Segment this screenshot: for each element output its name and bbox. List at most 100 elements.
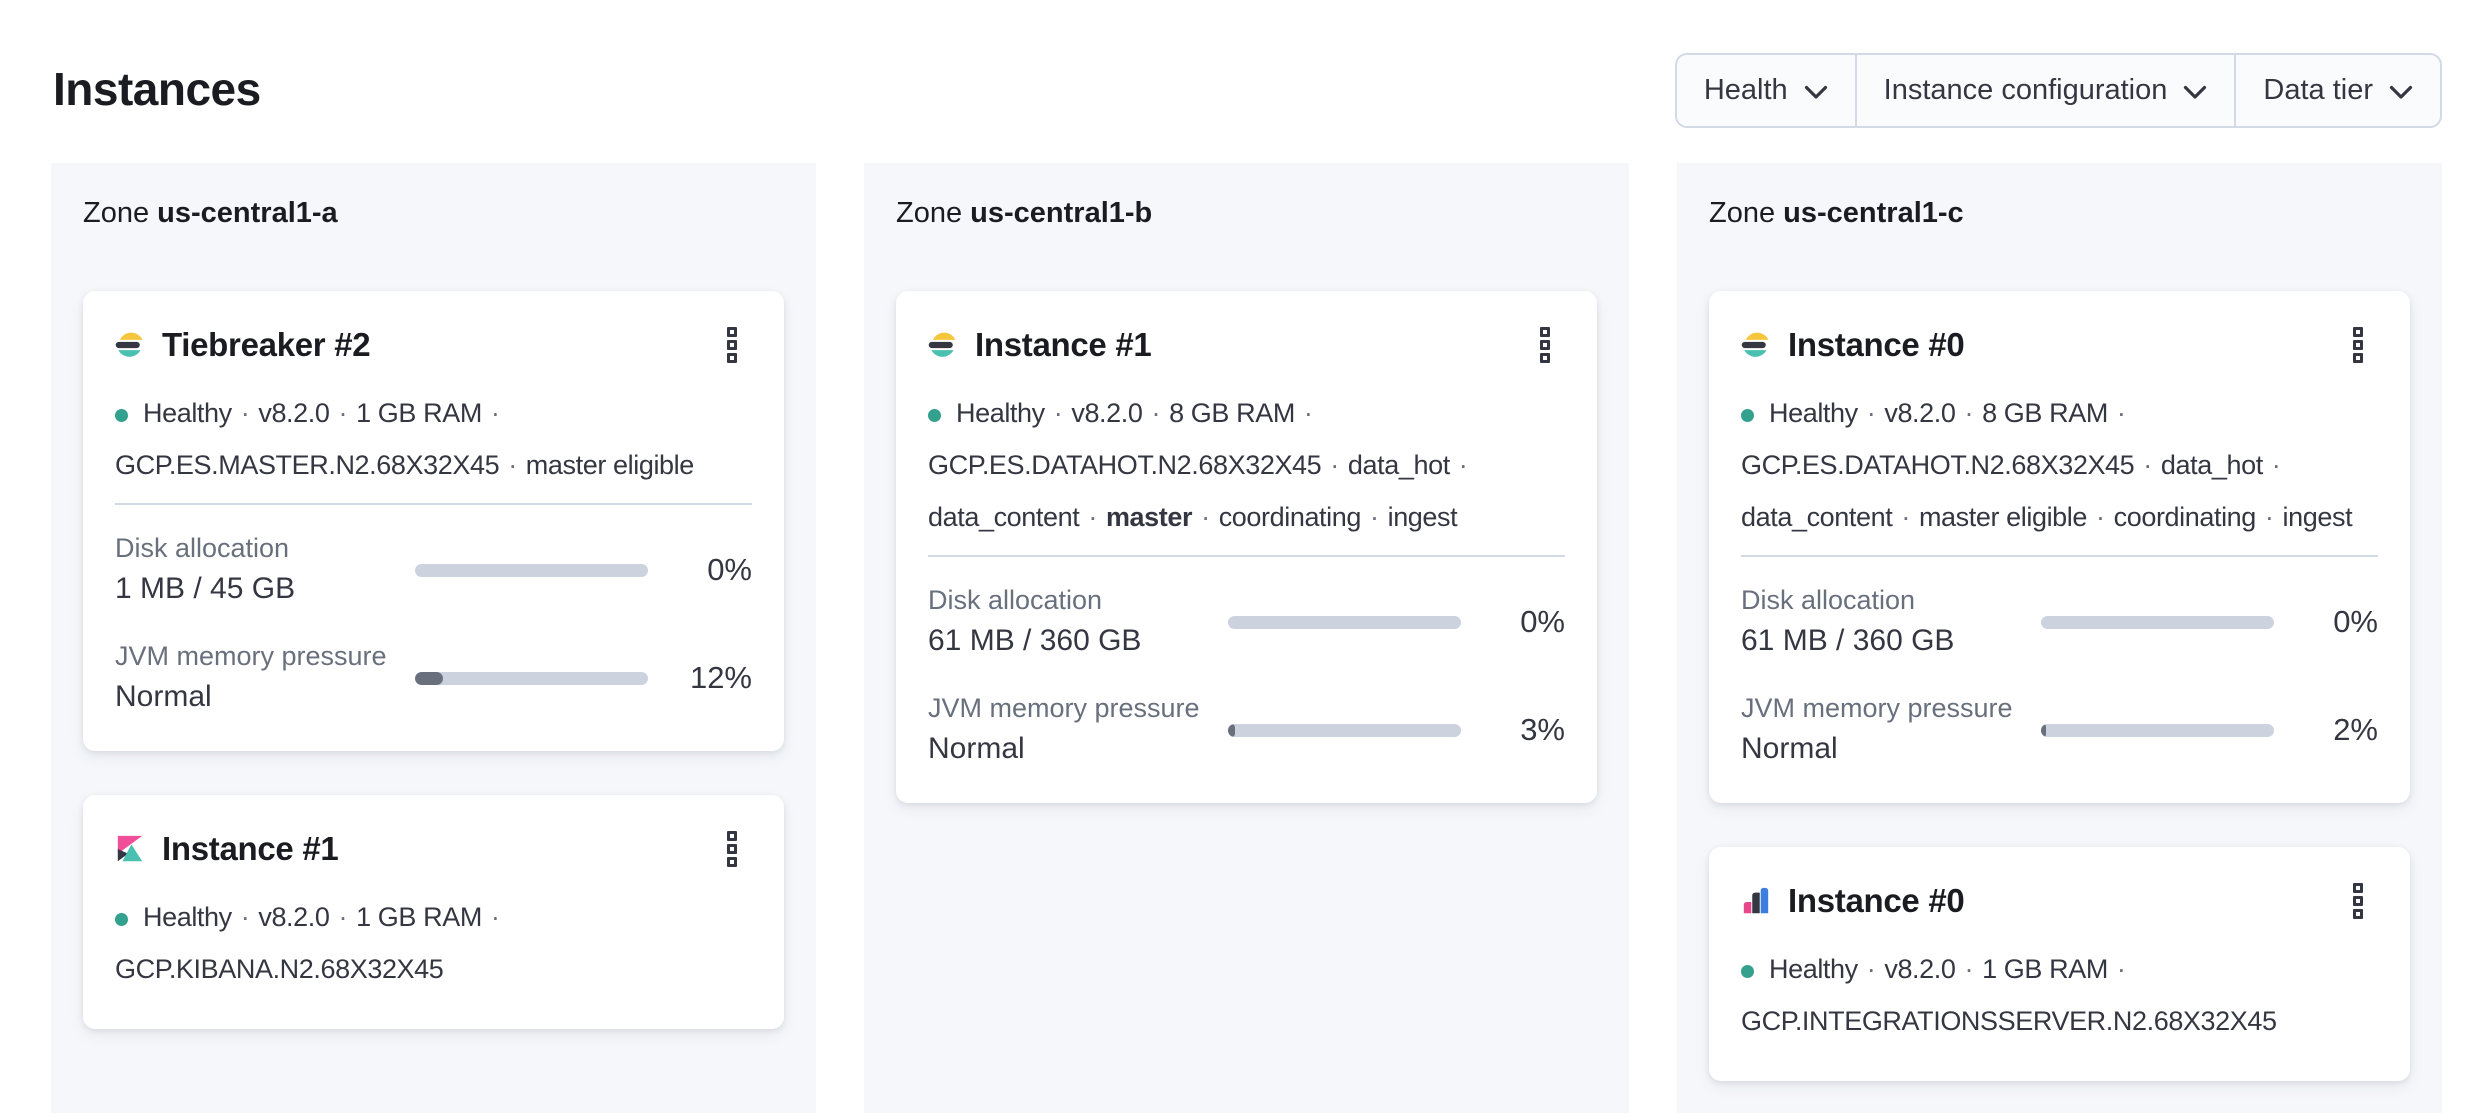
zone-panel-us-central1-b: Zone us-central1-b Instance #1 Healthy · v8.…: [864, 163, 1629, 1113]
dot-separator: ·: [1053, 398, 1063, 428]
disk-allocation-metric: Disk allocation 61 MB / 360 GB 0%: [928, 583, 1565, 661]
instance-meta-line: Healthy · v8.2.0 · 8 GB RAM ·: [928, 387, 1565, 439]
dot-separator: ·: [1151, 398, 1161, 428]
dot-separator: ·: [1201, 502, 1210, 532]
meta-segment: ingest: [1387, 502, 1458, 532]
meta-segment: coordinating: [1218, 502, 1362, 532]
card-divider: [115, 503, 752, 505]
filter-button-instance-configuration-label: Instance configuration: [1883, 74, 2168, 106]
dot-separator: ·: [490, 398, 500, 428]
metric-label: JVM memory pressure: [1741, 693, 2013, 723]
instance-title: Instance #1: [162, 830, 339, 867]
metric-value: Normal: [115, 680, 212, 713]
instance-card-header: Tiebreaker #2: [115, 323, 752, 367]
jvm-memory-pressure-metric: JVM memory pressure Normal 3%: [928, 691, 1565, 769]
instance-card: Instance #1 Healthy · v8.2.0 · 8 GB RAM · GCP.E…: [896, 291, 1597, 803]
meta-segment: GCP.ES.MASTER.N2.68X32X45: [115, 450, 500, 480]
card-divider: [1741, 555, 2378, 557]
instance-card-header: Instance #0: [1741, 323, 2378, 367]
kebab-icon-dot: [727, 340, 737, 350]
kebab-icon-dot: [2353, 883, 2363, 893]
metric-percent: 0%: [1520, 604, 1565, 639]
page-title: Instances: [53, 63, 261, 115]
dot-separator: ·: [2264, 502, 2274, 532]
meta-segment: 1 GB RAM: [356, 902, 482, 932]
instance-menu-button[interactable]: [2338, 323, 2378, 367]
meta-segment: 8 GB RAM: [1982, 398, 2108, 428]
filter-group: Health Instance configuration Data tier: [1674, 53, 2442, 128]
kebab-icon-dot: [727, 831, 737, 841]
instance-meta-line: GCP.ES.DATAHOT.N2.68X32X45 · data_hot ·: [1741, 439, 2378, 491]
kebab-icon-dot: [727, 327, 737, 337]
instance-menu-button[interactable]: [712, 827, 752, 871]
dot-separator: ·: [1866, 954, 1876, 984]
dot-separator: ·: [2143, 450, 2152, 480]
meta-segment: master eligible: [1918, 502, 2088, 532]
instance-meta-line: Healthy · v8.2.0 · 1 GB RAM ·: [115, 891, 752, 943]
elasticsearch-logo-icon: [115, 330, 145, 360]
zone-header: Zone us-central1-c: [1709, 195, 2410, 231]
metric-label: Disk allocation: [928, 585, 1103, 615]
kibana-logo-icon: [115, 834, 145, 864]
meta-segment: v8.2.0: [258, 398, 330, 428]
kebab-icon-dot: [727, 844, 737, 854]
metric-text-block: Disk allocation 61 MB / 360 GB: [928, 583, 1228, 661]
instance-menu-button[interactable]: [1525, 323, 1565, 367]
instance-menu-button[interactable]: [712, 323, 752, 367]
kebab-icon-dot: [2353, 896, 2363, 906]
metric-percent: 0%: [707, 552, 752, 587]
health-status-text: Healthy: [143, 902, 232, 932]
instance-meta-line: Healthy · v8.2.0 · 1 GB RAM ·: [1741, 943, 2378, 995]
dot-separator: ·: [1330, 450, 1339, 480]
health-status-text: Healthy: [143, 398, 232, 428]
meta-segment: 1 GB RAM: [1982, 954, 2108, 984]
integrations-server-logo-icon: [1741, 886, 1771, 916]
health-status-dot: [115, 409, 128, 422]
kebab-icon-dot: [1540, 353, 1550, 363]
topbar: Instances Health Instance configuration …: [51, 0, 2442, 128]
zone-panel-us-central1-a: Zone us-central1-a Tiebreaker #2 Healthy · v…: [51, 163, 816, 1113]
elasticsearch-logo-icon: [1741, 330, 1771, 360]
dot-separator: ·: [508, 450, 517, 480]
meta-segment: v8.2.0: [1884, 398, 1956, 428]
filter-button-instance-configuration[interactable]: Instance configuration: [1857, 55, 2237, 126]
instance-card-header: Instance #1: [115, 827, 752, 871]
dot-separator: ·: [2271, 450, 2281, 480]
meta-segment: ingest: [2282, 502, 2353, 532]
instance-meta: Healthy · v8.2.0 · 1 GB RAM · GCP.INTEGRATIONS…: [1741, 943, 2378, 1047]
zone-name: us-central1-c: [1783, 197, 1964, 229]
disk-allocation-metric: Disk allocation 61 MB / 360 GB 0%: [1741, 583, 2378, 661]
kebab-icon-dot: [2353, 340, 2363, 350]
meta-segment: v8.2.0: [1071, 398, 1143, 428]
instance-card-header: Instance #0: [1741, 879, 2378, 923]
kebab-icon-dot: [2353, 909, 2363, 919]
zone-header: Zone us-central1-b: [896, 195, 1597, 231]
chevron-down-icon: [2389, 85, 2413, 100]
metric-label: Disk allocation: [1741, 585, 1916, 615]
instance-meta-line: data_content · master · coordinating · ingest: [928, 491, 1565, 543]
progress-bar-fill: [1228, 723, 1235, 737]
zone-name: us-central1-a: [157, 197, 338, 229]
kebab-icon-dot: [727, 353, 737, 363]
filter-button-health[interactable]: Health: [1677, 55, 1857, 126]
jvm-memory-pressure-metric: JVM memory pressure Normal 2%: [1741, 691, 2378, 769]
metric-label: JVM memory pressure: [115, 641, 387, 671]
instance-title: Instance #0: [1788, 326, 1965, 363]
instance-meta-line: GCP.INTEGRATIONSSERVER.N2.68X32X45: [1741, 995, 2378, 1047]
metric-text-block: Disk allocation 61 MB / 360 GB: [1741, 583, 2041, 661]
meta-segment: GCP.KIBANA.N2.68X32X45: [115, 954, 444, 984]
meta-segment: data_hot: [2160, 450, 2263, 480]
filter-button-data-tier[interactable]: Data tier: [2236, 55, 2440, 126]
progress-bar-track: [1228, 615, 1461, 629]
metric-percent: 0%: [2333, 604, 2378, 639]
chevron-down-icon: [1804, 85, 1828, 100]
instance-menu-button[interactable]: [2338, 879, 2378, 923]
dot-separator: ·: [1303, 398, 1313, 428]
metric-label: Disk allocation: [115, 533, 290, 563]
instance-meta-line: GCP.KIBANA.N2.68X32X45: [115, 943, 752, 995]
dot-separator: ·: [338, 398, 348, 428]
metric-percent: 12%: [689, 660, 752, 695]
dot-separator: ·: [1901, 502, 1910, 532]
kebab-icon-dot: [2353, 353, 2363, 363]
